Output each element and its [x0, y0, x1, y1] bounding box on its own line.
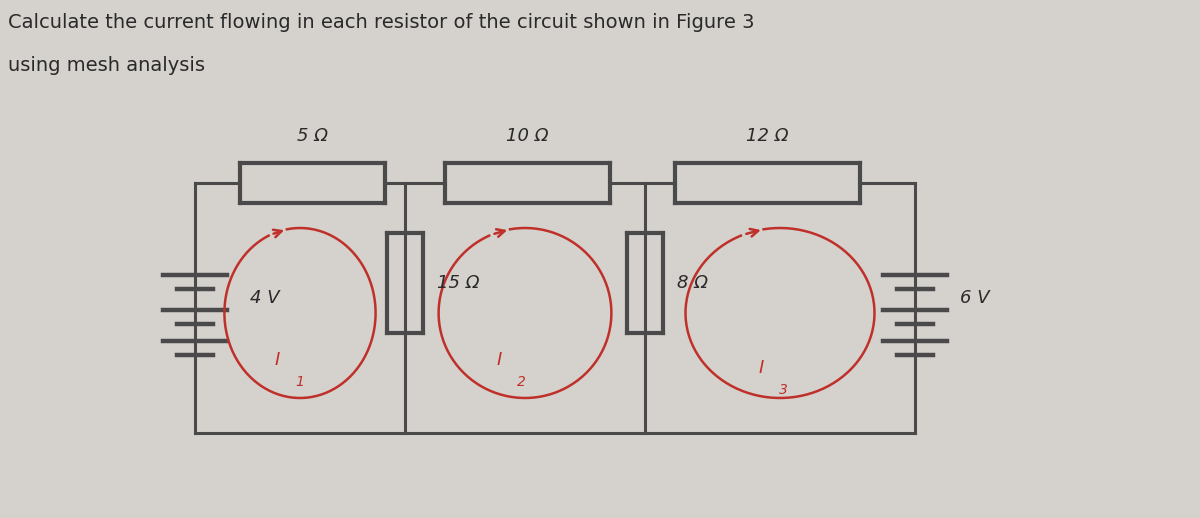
- Text: 6 V: 6 V: [960, 289, 990, 307]
- Text: 8 Ω: 8 Ω: [677, 274, 708, 292]
- Text: 4 V: 4 V: [250, 289, 280, 307]
- Text: 12 Ω: 12 Ω: [746, 127, 788, 145]
- Text: I: I: [758, 359, 763, 377]
- Text: 10 Ω: 10 Ω: [506, 127, 548, 145]
- Text: using mesh analysis: using mesh analysis: [8, 56, 205, 75]
- Text: 1: 1: [295, 375, 304, 388]
- Text: I: I: [275, 351, 280, 369]
- Text: 15 Ω: 15 Ω: [437, 274, 480, 292]
- Text: I: I: [497, 351, 502, 369]
- Text: 3: 3: [779, 383, 787, 397]
- Text: Calculate the current flowing in each resistor of the circuit shown in Figure 3: Calculate the current flowing in each re…: [8, 13, 755, 32]
- Text: 5 Ω: 5 Ω: [298, 127, 328, 145]
- Text: 2: 2: [517, 375, 526, 388]
